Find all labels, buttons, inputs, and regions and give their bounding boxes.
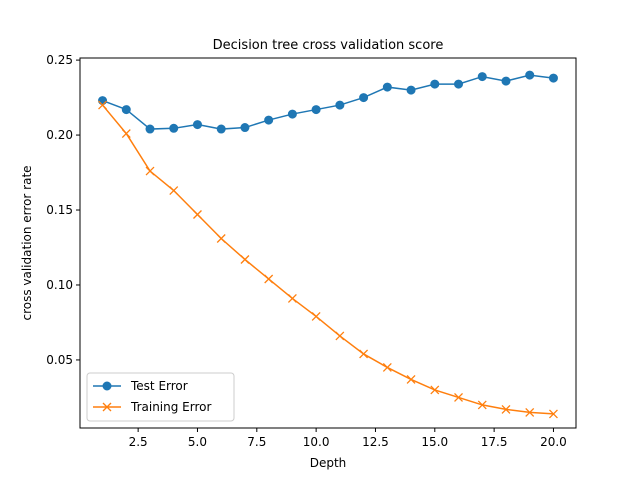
training-error-point [287, 294, 297, 303]
x-tick-label: 20.0 [540, 435, 567, 449]
training-error-point [548, 409, 558, 419]
legend-box [86, 372, 235, 422]
test-error-point [406, 85, 416, 95]
legend-entry-training-error: Training Error [93, 400, 211, 414]
legend-entry-test-error: Test Error [93, 379, 188, 393]
test-error-point [145, 124, 155, 134]
training-error-point [169, 186, 179, 195]
legend-label: Test Error [130, 379, 188, 393]
legend: Test Error Training Error [86, 372, 235, 422]
training-error-point [311, 312, 321, 321]
y-axis: 0.05 0.10 0.15 0.20 0.25 [46, 53, 80, 367]
test-error-point [454, 79, 464, 89]
training-error-point [477, 400, 487, 410]
plot-frame [79, 57, 577, 429]
test-error-point [216, 124, 226, 134]
training-error-point [216, 234, 226, 243]
training-error-point [98, 100, 108, 110]
test-error-point [287, 109, 297, 119]
y-tick-label: 0.20 [46, 128, 73, 142]
test-error-point [169, 123, 179, 133]
training-error-point [430, 385, 440, 395]
test-error-point [98, 96, 108, 106]
x-tick-label: 10.0 [303, 435, 330, 449]
training-error-point [335, 331, 345, 341]
test-error-point [359, 93, 369, 103]
test-error-point [121, 105, 131, 115]
chart-title: Decision tree cross validation score [213, 38, 444, 53]
training-error-point [121, 129, 131, 139]
test-error-point [548, 73, 558, 83]
test-error-point [311, 105, 321, 115]
training-error-point [240, 255, 250, 264]
test-error-point [525, 70, 535, 80]
training-error-point [145, 166, 155, 176]
y-axis-label: cross validation error rate [20, 165, 34, 320]
training-error-point [454, 392, 463, 402]
x-tick-label: 12.5 [362, 435, 389, 449]
test-error-point [264, 115, 274, 125]
x-axis: 2.5 5.0 7.5 10.0 12.5 15.0 17.5 20.0 [129, 428, 567, 449]
training-error-point [382, 362, 392, 372]
training-error-point [406, 374, 416, 384]
x-tick-label: 17.5 [481, 435, 508, 449]
training-error-point [359, 349, 369, 359]
y-tick-label: 0.15 [46, 203, 73, 217]
x-tick-label: 5.0 [188, 435, 207, 449]
training-error-point [264, 274, 274, 284]
y-tick-label: 0.05 [46, 353, 73, 367]
x-axis-label: Depth [310, 456, 347, 470]
legend-label: Training Error [130, 400, 211, 414]
series-layer [98, 70, 558, 419]
test-error-point [335, 100, 345, 110]
test-error-point [430, 79, 440, 89]
y-tick-label: 0.25 [46, 53, 73, 67]
test-error-point [477, 72, 487, 82]
test-error-point [240, 123, 250, 133]
x-tick-label: 2.5 [129, 435, 148, 449]
training-error-point [501, 404, 511, 414]
test-error-point [192, 120, 202, 130]
x-tick-label: 15.0 [421, 435, 448, 449]
test-error-point [382, 82, 392, 92]
training-error-point [193, 210, 202, 219]
test-error-point [501, 76, 511, 86]
x-tick-label: 7.5 [247, 435, 266, 449]
plot-area [79, 57, 577, 429]
y-tick-label: 0.10 [46, 278, 73, 292]
training-error-point [525, 407, 535, 417]
